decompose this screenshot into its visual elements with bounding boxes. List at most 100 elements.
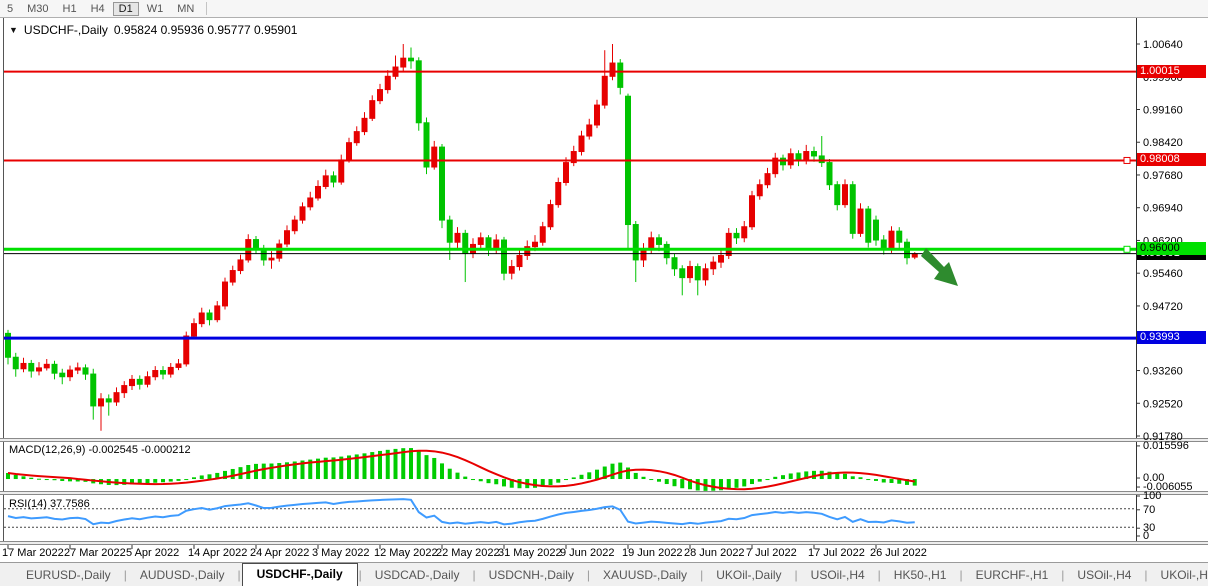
candle <box>43 359 50 371</box>
candle <box>710 256 717 275</box>
candle <box>59 368 66 385</box>
macd-histogram-bar <box>269 463 274 480</box>
timeframe-button-MN[interactable]: MN <box>177 2 195 15</box>
macd-histogram-bar <box>548 479 553 486</box>
candle-body <box>5 332 11 358</box>
candle <box>454 227 461 250</box>
candle-body <box>214 305 221 321</box>
tab-divider: | <box>472 567 476 582</box>
macd-histogram-bar <box>657 479 661 482</box>
candle-body <box>756 184 763 197</box>
date-tick-label: 26 Jul 2022 <box>870 547 927 559</box>
candle-body <box>136 378 143 385</box>
candle-body <box>671 257 678 270</box>
candle-body <box>237 259 244 272</box>
candle <box>485 235 492 256</box>
candle-body <box>74 367 81 371</box>
bottom-tab-eurusd-daily[interactable]: EURUSD-,Daily <box>26 567 111 582</box>
candle-body <box>361 117 368 133</box>
candle <box>291 215 298 235</box>
candle <box>222 277 228 310</box>
macd-histogram-bar <box>192 477 196 480</box>
candle <box>439 144 445 229</box>
candle <box>787 148 794 169</box>
candle <box>229 265 236 286</box>
hline-handle-support-0.96000[interactable] <box>1123 245 1131 253</box>
candle-body <box>299 206 306 221</box>
macd-histogram-bar <box>757 479 762 482</box>
macd-histogram-bar <box>122 479 127 485</box>
timeframe-button-H1[interactable]: H1 <box>62 2 77 15</box>
candle-body <box>733 232 740 239</box>
macd-histogram-bar <box>533 479 537 488</box>
bottom-tab-audusd-daily[interactable]: AUDUSD-,Daily <box>139 567 225 582</box>
candle-body <box>586 124 593 137</box>
macd-histogram-bar <box>60 479 65 482</box>
candle-body <box>749 195 755 228</box>
candle <box>632 220 639 283</box>
rsi-tick-label: 0 <box>1143 530 1149 542</box>
candle <box>431 140 438 170</box>
bottom-tab-usdcnh-daily[interactable]: USDCNH-,Daily <box>488 567 574 582</box>
symbol-tab-bar: EURUSD-,Daily | AUDUSD-,Daily | USDCHF-,Dail… <box>0 562 1208 586</box>
candle-body <box>702 268 709 281</box>
bottom-tab-usdchf-daily[interactable]: USDCHF-,Daily <box>241 562 358 586</box>
macd-histogram-bar <box>556 479 561 483</box>
bottom-tab-ukoil-daily[interactable]: UKOil-,Daily <box>716 567 782 582</box>
timeframe-button-D1[interactable]: D1 <box>112 1 139 16</box>
candle <box>175 359 182 371</box>
candle-body <box>28 362 35 372</box>
macd-histogram-bar <box>347 455 351 480</box>
macd-histogram-bar <box>230 468 235 480</box>
timeframe-button-H4[interactable]: H4 <box>90 2 105 15</box>
bottom-tab-usoil-h4[interactable]: USOil-,H4 <box>1077 567 1132 582</box>
candle-body <box>454 232 461 243</box>
date-tick-label: 24 Apr 2022 <box>250 547 309 559</box>
hline-handle-resistance-0.98008[interactable] <box>1123 156 1131 164</box>
macd-histogram-bar <box>850 476 855 480</box>
timeframe-button-5[interactable]: 5 <box>7 2 14 15</box>
chart-canvas[interactable]: 1.006400.999000.991600.984200.976800.969… <box>0 0 1208 562</box>
bottom-tab-eurchf-h1[interactable]: EURCHF-,H1 <box>975 567 1049 582</box>
candle-body <box>725 232 732 256</box>
candle <box>601 50 608 109</box>
candle <box>764 167 771 189</box>
macd-histogram-bar <box>912 479 917 486</box>
bottom-tab-xauusd-daily[interactable]: XAUUSD-,Daily <box>603 567 688 582</box>
candle-body <box>880 239 887 250</box>
symbol-dropdown-icon[interactable]: ▼ <box>9 25 18 35</box>
candle-body <box>849 184 856 234</box>
candle <box>865 205 872 248</box>
candle-body <box>400 57 407 68</box>
pane-splitter-rsi[interactable] <box>0 491 1208 494</box>
trend-arrow-annotation[interactable] <box>921 248 958 286</box>
bottom-tab-usdcad-daily[interactable]: USDCAD-,Daily <box>374 567 460 582</box>
candle <box>237 254 244 275</box>
pane-splitter-dates[interactable] <box>0 541 1208 544</box>
candle-body <box>795 153 802 161</box>
candle <box>609 44 616 81</box>
candle <box>315 180 321 201</box>
candle <box>563 157 569 186</box>
bottom-tab-usoil-h4[interactable]: USOil-,H4 <box>810 567 865 582</box>
pane-splitter-macd[interactable] <box>0 438 1208 441</box>
candle-body <box>291 219 298 232</box>
macd-histogram-bar <box>13 474 18 480</box>
candle <box>671 253 678 276</box>
candle <box>617 59 624 95</box>
candle <box>160 366 166 380</box>
candle-body <box>12 356 19 370</box>
candle-body <box>284 230 290 245</box>
macd-histogram-bar <box>199 475 204 480</box>
timeframe-button-M30[interactable]: M30 <box>27 2 49 15</box>
timeframe-button-W1[interactable]: W1 <box>146 2 164 15</box>
candle-body <box>803 151 810 161</box>
macd-histogram-bar <box>447 468 452 480</box>
candle <box>369 95 376 121</box>
macd-histogram-bar <box>463 476 468 480</box>
macd-histogram-bar <box>168 479 173 482</box>
bottom-tab-hk50-h1[interactable]: HK50-,H1 <box>893 567 947 582</box>
bottom-tab-ukoil-h4[interactable]: UKOil-,H4 <box>1160 567 1208 582</box>
macd-histogram-bar <box>215 472 220 480</box>
candle-body <box>90 373 97 407</box>
